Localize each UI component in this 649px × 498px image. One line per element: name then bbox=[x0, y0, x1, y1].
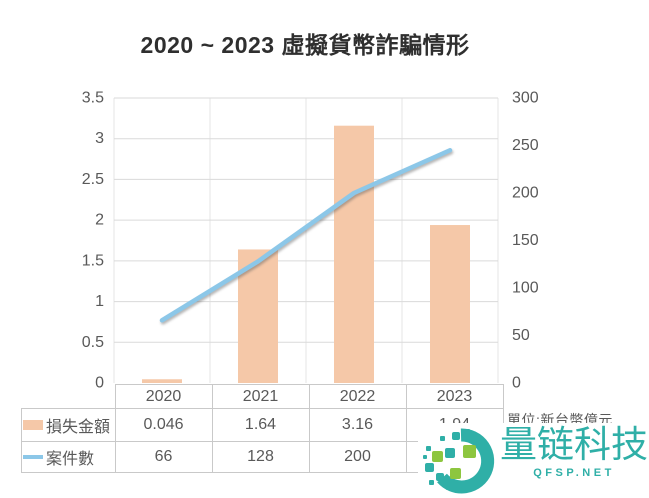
watermark-domain: QFSP.NET bbox=[533, 467, 615, 479]
svg-text:1.5: 1.5 bbox=[82, 252, 104, 269]
empty-corner-cell bbox=[22, 385, 116, 409]
value-cell: 0.046 bbox=[114, 408, 213, 442]
value-cell: 128 bbox=[211, 441, 310, 473]
value-cell: 3.16 bbox=[308, 408, 407, 442]
watermark: 量链科技 QFSP.NET bbox=[418, 423, 649, 498]
value-cell: 1.64 bbox=[211, 408, 310, 442]
watermark-brand: 量链科技 bbox=[500, 424, 648, 465]
line-legend-swatch-icon bbox=[23, 455, 43, 459]
row-label: 案件數 bbox=[46, 451, 95, 468]
svg-text:200: 200 bbox=[512, 185, 539, 202]
svg-text:2.5: 2.5 bbox=[82, 171, 104, 188]
svg-text:100: 100 bbox=[512, 280, 539, 297]
row-label: 損失金額 bbox=[46, 419, 111, 436]
row-label-cell: 損失金額 bbox=[21, 408, 116, 442]
svg-text:300: 300 bbox=[512, 90, 539, 107]
svg-text:150: 150 bbox=[512, 232, 539, 249]
value-cell: 200 bbox=[308, 441, 407, 473]
svg-text:2: 2 bbox=[95, 212, 104, 229]
year-header-row: 2020 2021 2022 2023 bbox=[22, 384, 504, 409]
svg-text:50: 50 bbox=[512, 327, 530, 344]
svg-text:3.5: 3.5 bbox=[82, 90, 104, 107]
value-cell: 66 bbox=[114, 441, 213, 473]
row-label-cell: 案件數 bbox=[21, 441, 116, 473]
year-cell: 2023 bbox=[405, 384, 504, 409]
qfsp-logo-icon bbox=[423, 428, 495, 494]
svg-text:0.5: 0.5 bbox=[82, 334, 104, 351]
bar-legend-swatch-icon bbox=[23, 420, 43, 430]
year-cell: 2021 bbox=[211, 384, 310, 409]
svg-text:1: 1 bbox=[95, 293, 104, 310]
svg-text:250: 250 bbox=[512, 137, 539, 154]
svg-text:3: 3 bbox=[95, 130, 104, 147]
year-cell: 2022 bbox=[308, 384, 407, 409]
year-cell: 2020 bbox=[114, 384, 213, 409]
svg-text:0: 0 bbox=[512, 375, 521, 392]
chart-title: 2020 ~ 2023 虛擬貨幣詐騙情形 bbox=[140, 32, 470, 58]
